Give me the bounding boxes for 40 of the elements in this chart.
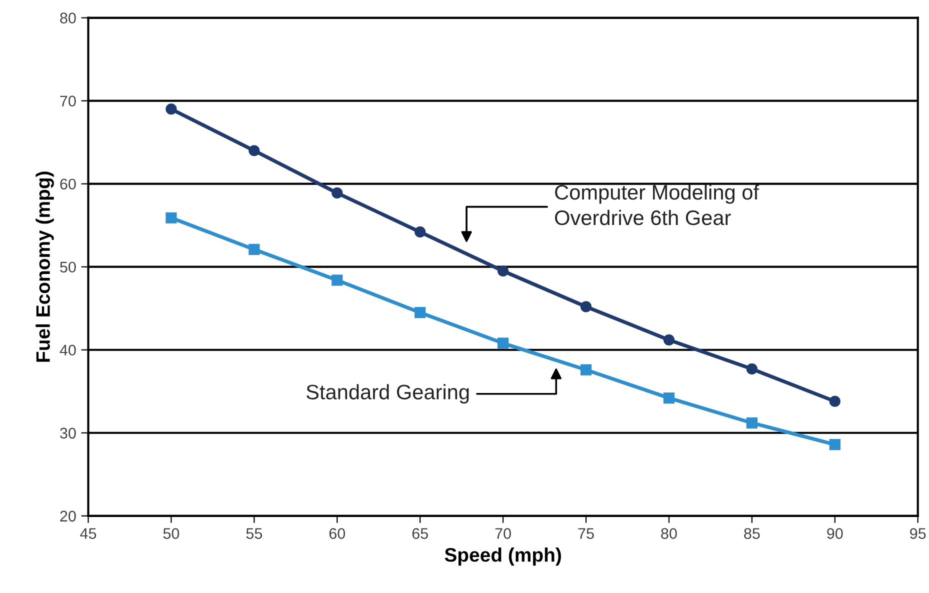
x-axis-title: Speed (mph) bbox=[444, 548, 561, 566]
point bbox=[166, 212, 177, 224]
point bbox=[580, 301, 592, 312]
point bbox=[746, 363, 758, 375]
point bbox=[498, 338, 509, 349]
point bbox=[829, 438, 840, 450]
point bbox=[166, 104, 177, 115]
y-tick-label: 80 bbox=[60, 12, 76, 24]
annotation: Computer Modeling of Overdrive 6th Gear bbox=[555, 184, 760, 226]
x-tick-label: 55 bbox=[246, 528, 262, 539]
y-tick-label: 30 bbox=[60, 428, 76, 439]
y-tick-label: 20 bbox=[60, 510, 76, 522]
point bbox=[414, 306, 426, 318]
y-tick-label: 50 bbox=[60, 262, 76, 273]
point bbox=[332, 274, 343, 286]
point bbox=[498, 265, 509, 277]
x-tick-label: 95 bbox=[910, 528, 926, 539]
x-tick-label: 70 bbox=[495, 528, 511, 539]
y-tick-label: 70 bbox=[60, 96, 76, 106]
annotation: Standard Gearing bbox=[306, 384, 469, 404]
x-tick-label: 60 bbox=[329, 528, 346, 539]
point bbox=[829, 396, 840, 407]
x-tick-label: 45 bbox=[80, 528, 96, 539]
y-axis-title: Fuel Economy (mpg) bbox=[36, 172, 54, 362]
point bbox=[414, 226, 426, 238]
point bbox=[248, 244, 260, 255]
y-tick-label: 40 bbox=[60, 344, 76, 356]
x-tick-label: 90 bbox=[827, 528, 843, 539]
point bbox=[332, 187, 343, 199]
y-tick-label: 60 bbox=[60, 178, 76, 190]
x-tick-label: 85 bbox=[744, 528, 760, 539]
point bbox=[663, 334, 675, 346]
x-tick-label: 65 bbox=[412, 528, 428, 539]
x-tick-label: 80 bbox=[661, 528, 677, 539]
x-tick-label: 50 bbox=[163, 528, 180, 539]
x-tick-label: 75 bbox=[578, 528, 594, 539]
point bbox=[580, 364, 592, 376]
point bbox=[746, 417, 758, 428]
point bbox=[248, 145, 260, 156]
point bbox=[663, 392, 675, 404]
